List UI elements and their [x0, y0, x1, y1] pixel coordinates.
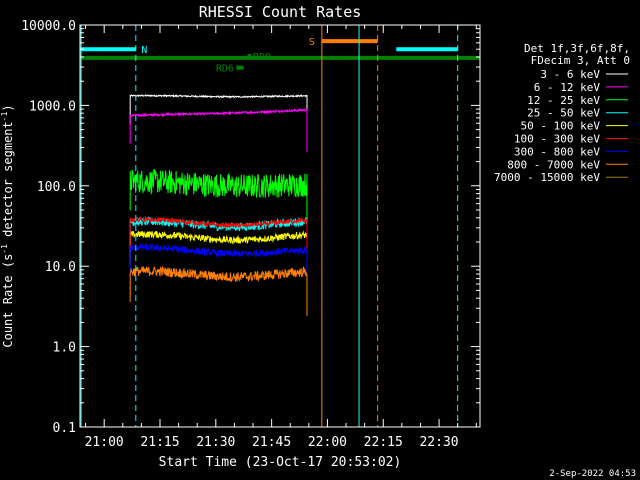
- legend-label: 300 - 800 keV: [514, 145, 600, 158]
- y-axis-label-sup: -1: [0, 244, 9, 254]
- y-tick-label: 1000.0: [29, 99, 76, 114]
- x-tick-label: 21:30: [196, 435, 235, 450]
- series-line-3: [129, 169, 308, 228]
- y-axis-label: Count Rate (s-1 detector segment-1): [0, 104, 15, 347]
- legend-header-1: Det 1f,3f,6f,8f,: [524, 42, 630, 55]
- series-line-1: [129, 93, 308, 139]
- y-tick-label: 100.0: [37, 180, 76, 195]
- legend-label: 100 - 300 keV: [514, 133, 600, 146]
- x-axis: 21:00 21:15 21:30 21:45 22:00 22:15 22:30: [85, 25, 477, 450]
- x-axis-label: Start Time (23-Oct-17 20:53:02): [159, 455, 402, 470]
- series-line-5: [129, 230, 308, 280]
- state-bar-label-rd0: RD0: [253, 52, 271, 63]
- series-line-6: [129, 215, 308, 265]
- vertical-lines-layer: [80, 25, 459, 427]
- series-line-2: [129, 107, 308, 153]
- state-bar-label-s: S: [309, 37, 315, 48]
- footer-date: 2-Sep-2022 04:53: [549, 469, 636, 479]
- series-line-8: [129, 265, 308, 316]
- legend-label: 7000 - 15000 keV: [494, 171, 600, 184]
- y-tick-label: 10000.0: [21, 19, 76, 34]
- y-axis-label-sup2: -1: [0, 111, 9, 121]
- legend-label: 6 - 12 keV: [534, 81, 601, 94]
- y-axis-label-close: ): [1, 104, 15, 111]
- x-tick-label: 21:00: [85, 435, 124, 450]
- y-axis-label-main: Count Rate (s: [1, 254, 15, 348]
- state-bar-label-rd6: RD6: [216, 64, 234, 75]
- state-bar-label-n: N: [141, 45, 147, 56]
- plot-frame: [79, 24, 481, 428]
- x-tick-label: 22:30: [419, 435, 458, 450]
- y-tick-label: 10.0: [45, 260, 76, 275]
- legend-label: 3 - 6 keV: [540, 68, 600, 81]
- x-tick-label: 22:15: [364, 435, 403, 450]
- y-axis: 0.1 1.0 10.0 100.0 1000.0 10000.0: [21, 19, 480, 436]
- y-tick-label: 0.1: [53, 421, 76, 436]
- legend-label: 800 - 7000 keV: [507, 158, 600, 171]
- legend-label: 25 - 50 keV: [527, 107, 600, 120]
- y-axis-label-rest: detector segment: [1, 121, 15, 244]
- series-layer: [129, 93, 308, 316]
- chart-title: RHESSI Count Rates: [199, 3, 362, 21]
- x-tick-label: 21:15: [140, 435, 179, 450]
- legend-label: 50 - 100 keV: [521, 120, 601, 133]
- y-tick-label: 1.0: [53, 341, 76, 356]
- legend-label: 12 - 25 keV: [527, 94, 600, 107]
- x-tick-label: 21:45: [252, 435, 291, 450]
- state-bars-layer: N S RD0 RD6: [80, 37, 480, 75]
- x-tick-label: 22:00: [308, 435, 347, 450]
- series-line-7: [129, 242, 308, 295]
- series-line-4: [129, 216, 308, 266]
- legend-header-2: FDecim 3, Att 0: [531, 54, 630, 67]
